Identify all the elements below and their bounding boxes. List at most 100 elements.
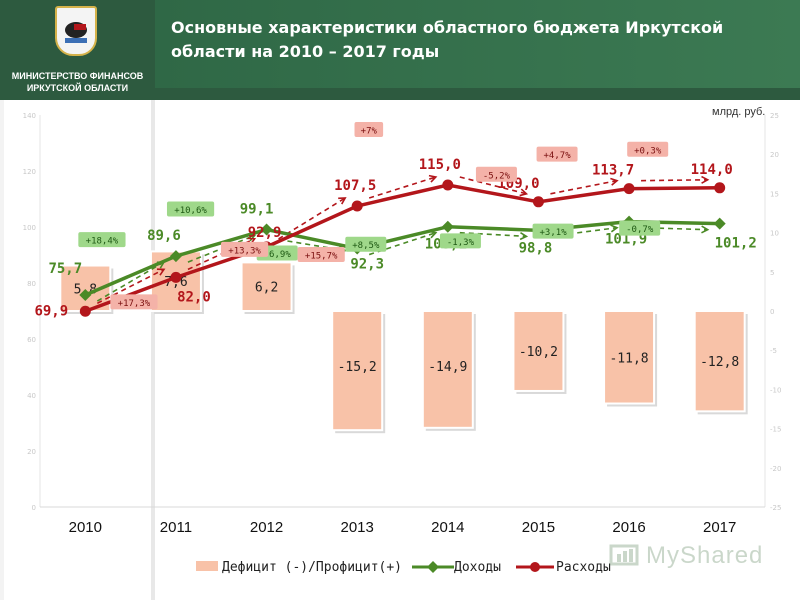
expense-growth-badge: -5,2% bbox=[483, 171, 511, 181]
expense-growth-badge-bg bbox=[110, 294, 158, 310]
y-right-tick-label: -20 bbox=[770, 465, 781, 473]
legend-marker-income bbox=[427, 561, 439, 573]
expense-growth-badge: +17,3% bbox=[118, 299, 151, 309]
growth-arrow bbox=[459, 231, 527, 238]
legend-label-deficit: Дефицит (-)/Профицит(+) bbox=[222, 560, 402, 575]
y-right-tick-label: -10 bbox=[770, 386, 781, 394]
y-right-tick-label: 10 bbox=[770, 230, 779, 238]
expense-point bbox=[442, 179, 454, 191]
expense-growth-badge-bg bbox=[627, 141, 669, 157]
x-tick-label: 2010 bbox=[69, 519, 102, 536]
income-growth-badge-bg bbox=[166, 201, 215, 217]
growth-arrow-head bbox=[428, 174, 438, 183]
deficit-bar bbox=[331, 310, 384, 432]
growth-arrow bbox=[278, 197, 346, 240]
expense-value-label: 113,7 bbox=[592, 163, 634, 179]
expense-growth-badge-bg bbox=[536, 146, 578, 162]
growth-arrow-head bbox=[701, 225, 710, 234]
x-tick-label: 2011 bbox=[160, 519, 192, 536]
income-point bbox=[79, 289, 92, 302]
presentation-icon bbox=[609, 544, 639, 566]
x-tick-label: 2016 bbox=[612, 519, 645, 536]
expense-point bbox=[170, 271, 182, 283]
legend-swatch-deficit bbox=[196, 561, 218, 571]
income-value-label: 75,7 bbox=[48, 261, 82, 277]
deficit-bar-label: -11,8 bbox=[609, 351, 648, 366]
y-right-tick-label: -15 bbox=[770, 426, 781, 434]
deficit-bar-label: 6,2 bbox=[255, 281, 278, 296]
y-right-tick-label: -5 bbox=[770, 347, 777, 355]
x-tick-label: 2015 bbox=[522, 519, 555, 536]
y-right-tick-label: 0 bbox=[770, 308, 774, 316]
growth-arrow-head bbox=[519, 188, 529, 197]
x-tick-label: 2017 bbox=[703, 519, 736, 536]
income-value-label: 99,1 bbox=[240, 202, 274, 218]
income-growth-badge: +18,4% bbox=[86, 237, 119, 247]
growth-arrow bbox=[96, 261, 165, 302]
expense-growth-badge: +0,3% bbox=[634, 146, 662, 156]
expense-point bbox=[623, 183, 635, 195]
x-tick-label: 2012 bbox=[250, 519, 283, 536]
income-growth-badge: -1,3% bbox=[447, 238, 475, 248]
income-point bbox=[713, 217, 726, 230]
x-tick-label: 2013 bbox=[341, 519, 374, 536]
expense-point bbox=[532, 196, 544, 208]
income-value-label: 101,2 bbox=[715, 236, 757, 252]
y-right-tick-label: 20 bbox=[770, 151, 779, 159]
unit-label: млрд. руб. bbox=[712, 106, 766, 118]
income-growth-badge-bg bbox=[532, 223, 574, 239]
income-growth-badge: -6,9% bbox=[264, 250, 292, 260]
slide-title: Основные характеристики областного бюдже… bbox=[171, 18, 724, 61]
growth-arrow bbox=[187, 234, 255, 263]
watermark-text: MyShared bbox=[646, 542, 764, 569]
expense-growth-badge-bg bbox=[220, 241, 269, 257]
income-value-label: 98,8 bbox=[519, 240, 553, 256]
sidebar-band bbox=[0, 100, 155, 600]
expense-value-label: 69,9 bbox=[34, 303, 68, 319]
income-point bbox=[441, 220, 454, 233]
expense-value-label: 82,0 bbox=[177, 289, 211, 305]
growth-arrow-head bbox=[519, 231, 529, 241]
income-value-label: 92,3 bbox=[350, 257, 384, 273]
income-growth-badge: -0,7% bbox=[626, 225, 654, 235]
deficit-bar-label: -12,8 bbox=[700, 355, 739, 370]
expense-growth-badge-bg bbox=[297, 247, 345, 262]
income-growth-badge-bg bbox=[78, 232, 126, 248]
income-value-label: 101,9 bbox=[605, 232, 647, 248]
y-left-tick-label: 60 bbox=[27, 336, 36, 344]
expense-value-label: 114,0 bbox=[691, 162, 733, 178]
income-growth-badge: +3,1% bbox=[540, 228, 568, 238]
income-growth-badge-bg bbox=[345, 236, 387, 252]
slide-header: Основные характеристики областного бюдже… bbox=[155, 0, 800, 104]
y-right-tick-label: 25 bbox=[770, 112, 779, 120]
y-left-tick-label: 120 bbox=[23, 168, 36, 176]
x-tick-label: 2014 bbox=[431, 519, 464, 536]
y-left-tick-label: 20 bbox=[27, 448, 36, 456]
income-growth-badge: +8,5% bbox=[352, 241, 380, 251]
legend-label-expense: Расходы bbox=[556, 560, 611, 575]
growth-arrow bbox=[368, 176, 437, 199]
expense-growth-badge-bg bbox=[475, 166, 517, 182]
y-right-tick-label: -25 bbox=[770, 504, 781, 512]
expense-growth-badge: +13,3% bbox=[228, 246, 261, 256]
y-left-tick-label: 140 bbox=[23, 112, 36, 120]
y-left-tick-label: 100 bbox=[23, 224, 36, 232]
watermark-logo: MyShared bbox=[608, 540, 788, 576]
y-right-tick-label: 15 bbox=[770, 190, 779, 198]
expense-point bbox=[714, 182, 726, 194]
expense-growth-badge-bg bbox=[354, 122, 384, 137]
deficit-bar-label: -15,2 bbox=[338, 360, 377, 375]
deficit-bar bbox=[693, 310, 746, 413]
y-left-tick-label: 0 bbox=[32, 504, 36, 512]
sidebar-top: МИНИСТЕРСТВО ФИНАНСОВ ИРКУТСКОЙ ОБЛАСТИ bbox=[0, 0, 155, 100]
income-growth-badge-bg bbox=[619, 220, 661, 236]
growth-arrow-head bbox=[701, 175, 710, 184]
growth-arrow bbox=[96, 268, 165, 304]
income-value-label: 89,6 bbox=[147, 228, 181, 244]
income-growth-badge: +10,6% bbox=[174, 206, 207, 216]
expense-point bbox=[79, 305, 91, 317]
income-line bbox=[84, 219, 720, 297]
expense-point bbox=[351, 200, 363, 212]
growth-arrow-head bbox=[610, 224, 619, 233]
